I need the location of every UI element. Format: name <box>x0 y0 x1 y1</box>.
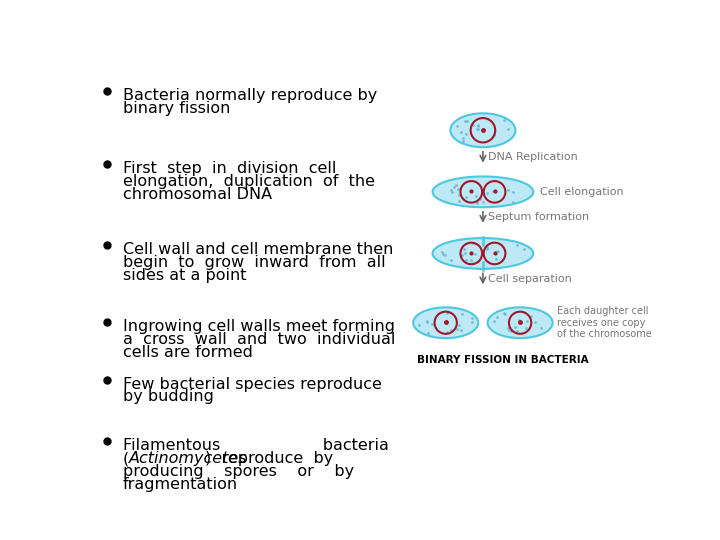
Text: )  reproduce  by: ) reproduce by <box>204 451 333 466</box>
Ellipse shape <box>433 177 534 207</box>
Text: Bacteria normally reproduce by: Bacteria normally reproduce by <box>122 88 377 103</box>
Ellipse shape <box>433 238 534 269</box>
Text: by budding: by budding <box>122 389 213 404</box>
Text: Cell separation: Cell separation <box>487 274 572 284</box>
Text: Septum formation: Septum formation <box>487 212 589 222</box>
Text: begin  to  grow  inward  from  all: begin to grow inward from all <box>122 255 385 270</box>
Text: producing    spores    or    by: producing spores or by <box>122 464 354 479</box>
Text: Few bacterial species reproduce: Few bacterial species reproduce <box>122 377 382 392</box>
Text: Ingrowing cell walls meet forming: Ingrowing cell walls meet forming <box>122 319 395 334</box>
Text: Each daughter cell
receives one copy
of the chromosome: Each daughter cell receives one copy of … <box>557 306 652 339</box>
Text: Cell wall and cell membrane then: Cell wall and cell membrane then <box>122 242 393 257</box>
Text: Cell elongation: Cell elongation <box>539 187 623 197</box>
Text: chromosomal DNA: chromosomal DNA <box>122 187 271 202</box>
Text: cells are formed: cells are formed <box>122 345 253 360</box>
Text: binary fission: binary fission <box>122 101 230 116</box>
Text: BINARY FISSION IN BACTERIA: BINARY FISSION IN BACTERIA <box>417 355 589 365</box>
Ellipse shape <box>413 307 478 338</box>
Text: elongation,  duplication  of  the: elongation, duplication of the <box>122 174 374 189</box>
Text: DNA Replication: DNA Replication <box>487 152 577 162</box>
Text: Filamentous                    bacteria: Filamentous bacteria <box>122 438 388 453</box>
Text: Actinomycetes: Actinomycetes <box>129 451 248 466</box>
Ellipse shape <box>487 307 553 338</box>
Ellipse shape <box>451 113 516 147</box>
Text: (: ( <box>122 451 129 466</box>
Text: sides at a point: sides at a point <box>122 268 246 282</box>
Text: fragmentation: fragmentation <box>122 477 238 492</box>
Text: First  step  in  division  cell: First step in division cell <box>122 161 336 176</box>
Text: a  cross  wall  and  two  individual: a cross wall and two individual <box>122 332 395 347</box>
